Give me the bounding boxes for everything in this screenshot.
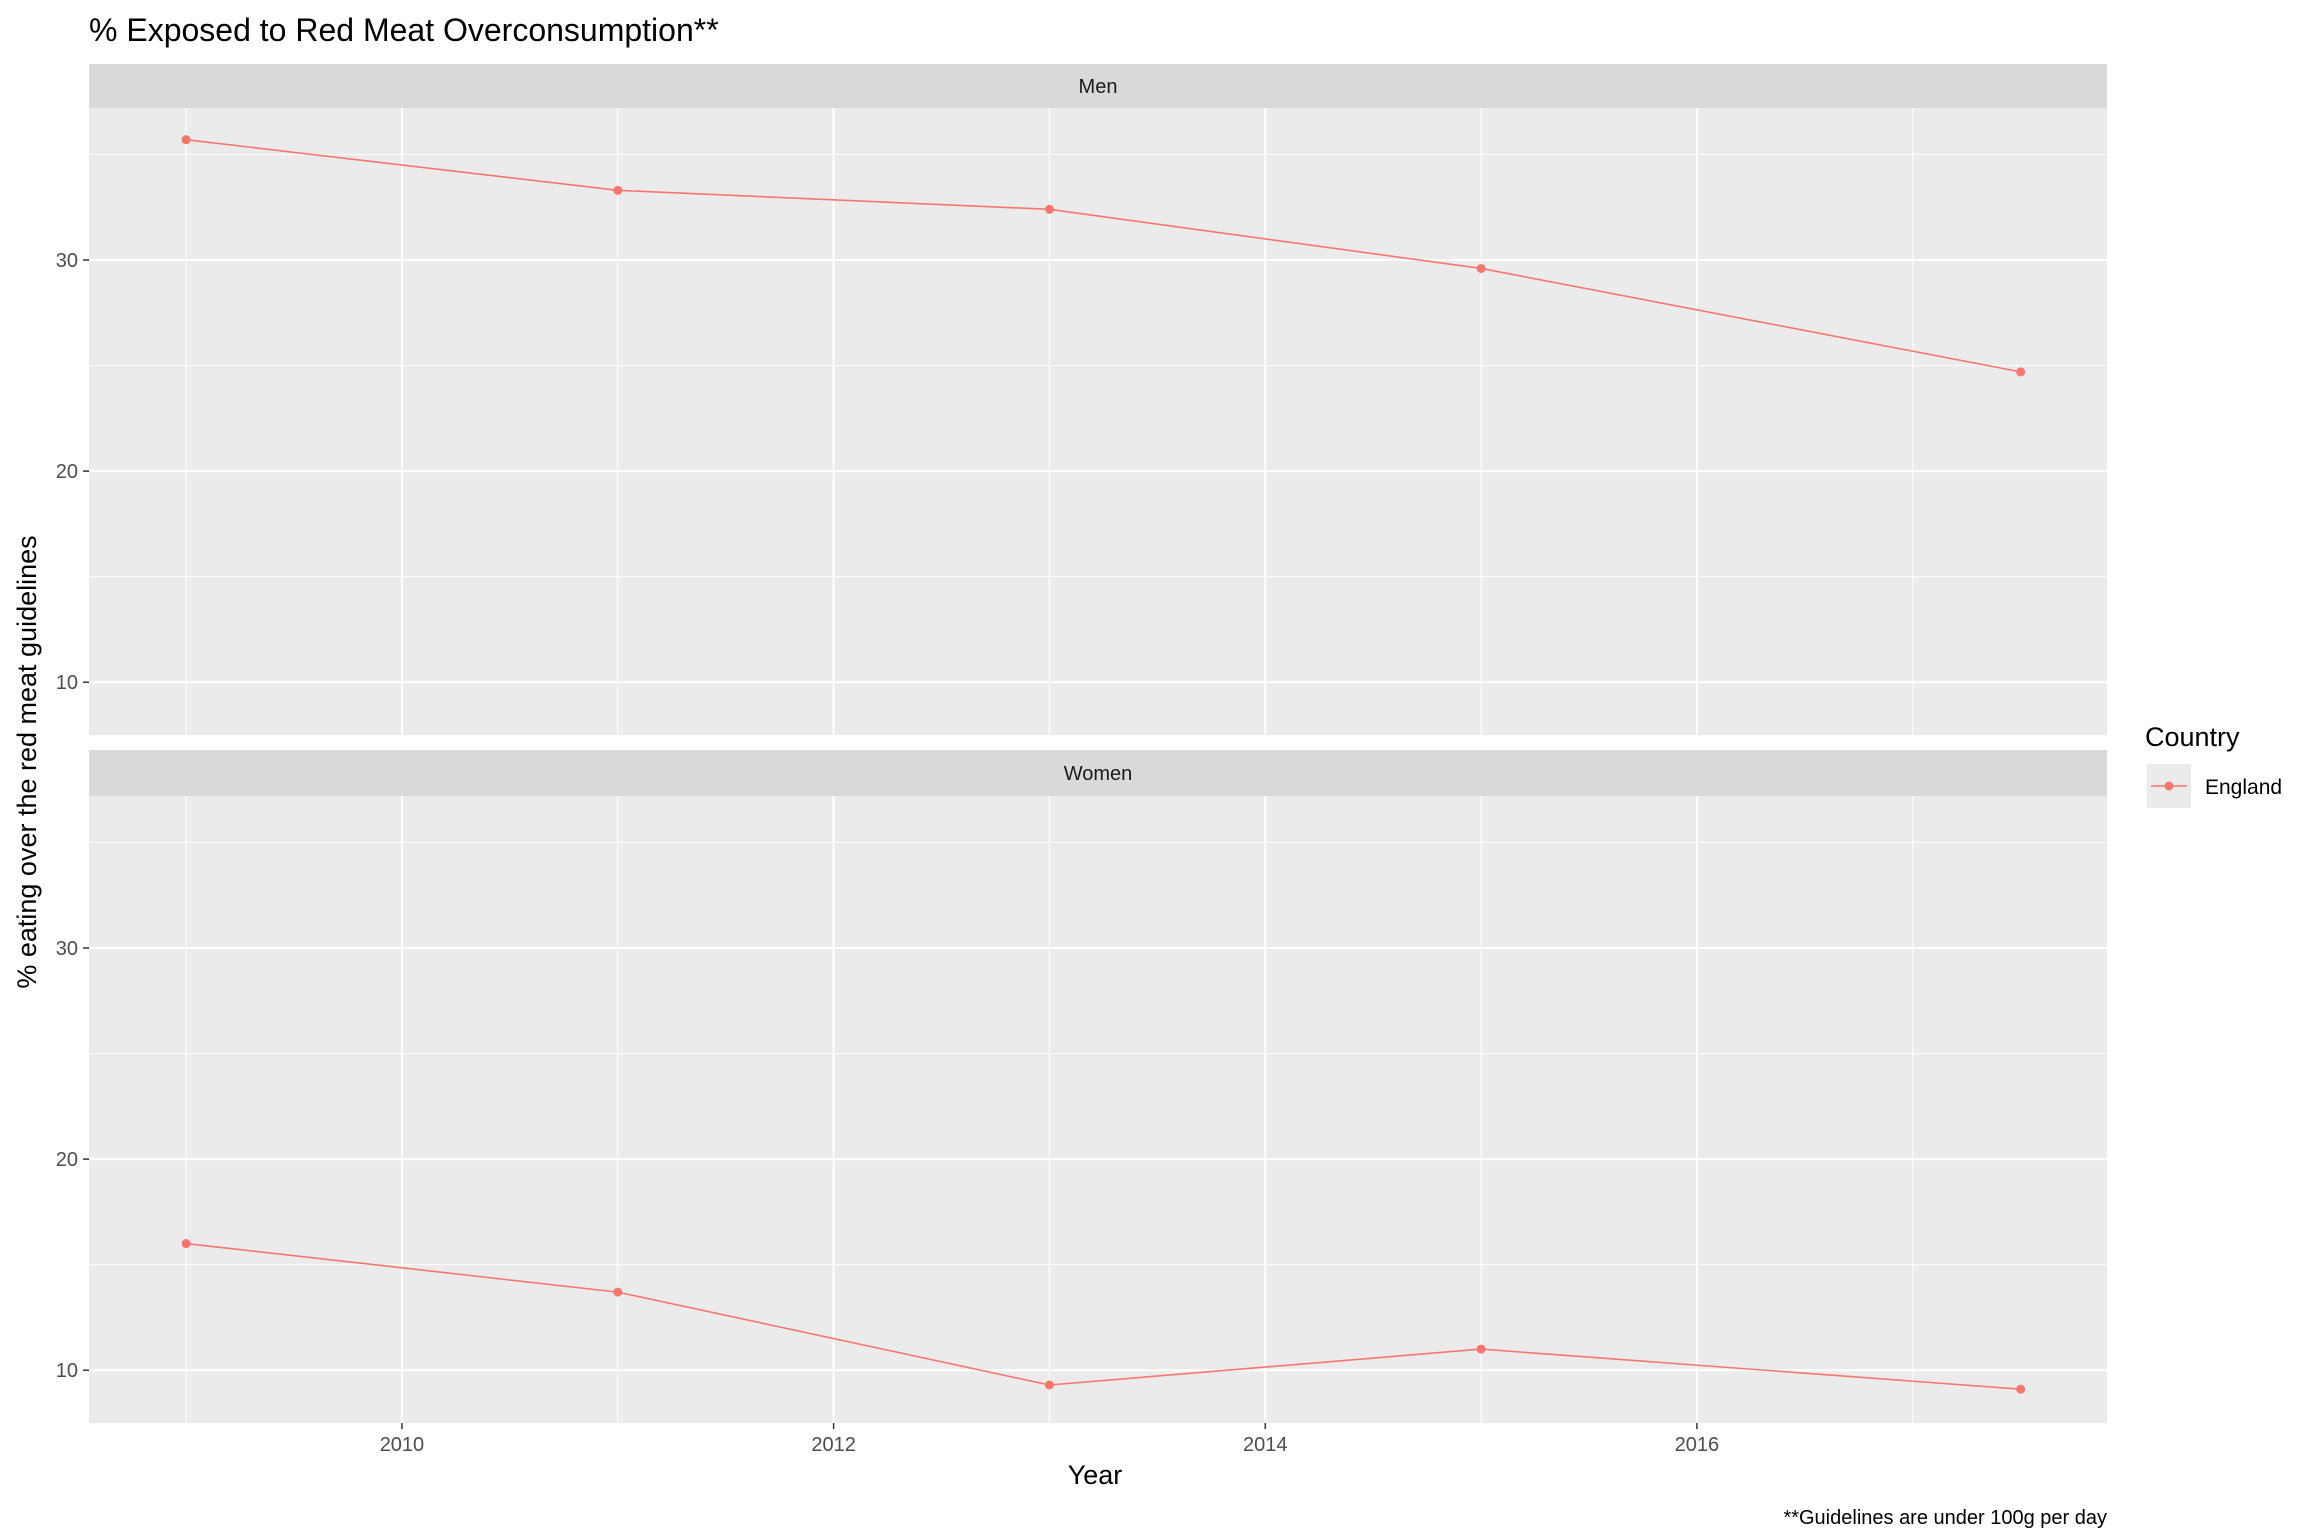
data-point-women-1 bbox=[613, 1287, 623, 1297]
y-tick-label: 20 bbox=[56, 461, 78, 483]
legend: Country England bbox=[2145, 722, 2282, 808]
chart-caption: **Guidelines are under 100g per day bbox=[1783, 1507, 2107, 1529]
data-point-women-3 bbox=[1476, 1344, 1486, 1354]
facet-strip-women bbox=[89, 750, 2107, 796]
legend-label-england: England bbox=[2205, 776, 2282, 799]
panel-background-women bbox=[89, 796, 2107, 1423]
legend-key-point bbox=[2164, 781, 2174, 791]
x-tick-label: 2010 bbox=[380, 1434, 425, 1456]
y-tick-label: 30 bbox=[56, 938, 78, 960]
x-tick-label: 2014 bbox=[1243, 1434, 1288, 1456]
data-point-men-2 bbox=[1044, 204, 1054, 214]
y-tick-label: 10 bbox=[56, 672, 78, 694]
data-point-men-1 bbox=[613, 185, 623, 195]
facet-label-men: Men bbox=[1079, 76, 1118, 98]
data-point-men-4 bbox=[2016, 367, 2026, 377]
y-tick-label: 20 bbox=[56, 1149, 78, 1171]
panel-men: Men 10 20 30 bbox=[56, 64, 2107, 735]
data-point-men-0 bbox=[181, 135, 191, 145]
chart-title: % Exposed to Red Meat Overconsumption** bbox=[89, 12, 719, 48]
legend-title: Country bbox=[2145, 722, 2240, 752]
data-point-women-2 bbox=[1044, 1380, 1054, 1390]
y-axis-title: % eating over the red meat guidelines bbox=[12, 535, 42, 988]
panel-women: Women 10 20 30 bbox=[56, 750, 2107, 1423]
x-tick-label: 2012 bbox=[811, 1434, 856, 1456]
x-tick-label: 2016 bbox=[1675, 1434, 1720, 1456]
data-point-women-0 bbox=[181, 1239, 191, 1249]
x-axis-title: Year bbox=[1068, 1460, 1123, 1490]
x-axis: 2010 2012 2014 2016 bbox=[380, 1423, 1719, 1456]
panels-layer: Men 10 20 30 Women 10 20 30 bbox=[56, 64, 2107, 1423]
data-point-women-4 bbox=[2016, 1384, 2026, 1394]
y-tick-label: 10 bbox=[56, 1360, 78, 1382]
panel-background-men bbox=[89, 108, 2107, 735]
data-point-men-3 bbox=[1476, 263, 1486, 273]
y-tick-label: 30 bbox=[56, 250, 78, 272]
facet-strip-men bbox=[89, 64, 2107, 108]
facet-label-women: Women bbox=[1064, 763, 1133, 785]
